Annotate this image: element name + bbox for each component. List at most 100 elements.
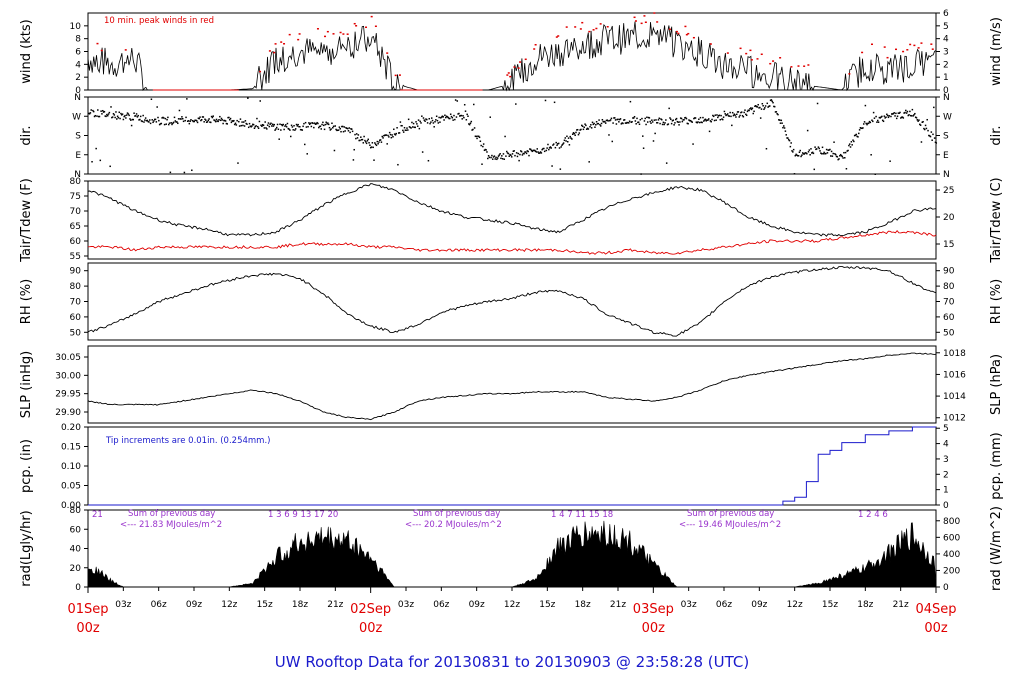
- dir-point: [548, 148, 550, 151]
- dir-point: [196, 120, 198, 122]
- dir-point: [99, 159, 102, 162]
- dir-point: [712, 114, 714, 117]
- dir-point: [222, 122, 224, 125]
- dir-point: [162, 116, 164, 119]
- dir-point: [643, 120, 646, 122]
- dir-point: [312, 122, 314, 125]
- dir-point: [403, 126, 406, 129]
- dir-point: [719, 118, 722, 121]
- dir-point: [881, 119, 884, 122]
- dir-point: [620, 123, 623, 125]
- wind-peak-point: [595, 27, 598, 30]
- dir-point: [416, 123, 418, 125]
- dir-point: [774, 111, 777, 113]
- dir-point: [156, 106, 158, 108]
- dir-point: [464, 110, 467, 112]
- dir-point: [852, 139, 854, 141]
- dir-point: [825, 148, 828, 151]
- dir-point: [451, 117, 454, 119]
- dir-point: [398, 132, 401, 134]
- dir-point: [215, 118, 218, 121]
- dir-point: [188, 122, 191, 125]
- dir-point: [887, 116, 890, 119]
- dir-point: [107, 113, 110, 115]
- dir-point: [137, 114, 139, 117]
- pcp-in-label: 0.05: [61, 482, 81, 492]
- dir-point: [264, 121, 266, 123]
- dir-point: [676, 120, 679, 123]
- pcp-mm-label: 1: [943, 486, 949, 496]
- dir-point: [576, 129, 578, 131]
- dir-point: [275, 126, 278, 129]
- dir-point: [891, 113, 894, 115]
- dir-point: [810, 148, 812, 150]
- dir-point: [514, 154, 516, 157]
- dir-point: [860, 127, 863, 129]
- rh-right-label: 50: [943, 328, 955, 338]
- dir-point: [876, 119, 879, 122]
- dir-point: [492, 156, 495, 158]
- wind-ms-label: 1: [943, 73, 949, 83]
- rh-left-label: 80: [70, 282, 82, 292]
- x-hour-label: 09z: [469, 600, 485, 610]
- dir-point: [119, 117, 121, 120]
- dir-point: [644, 117, 646, 120]
- dir-point: [895, 117, 898, 120]
- dir-point: [789, 145, 792, 148]
- wind-peak-point: [533, 48, 536, 50]
- dir-point: [474, 135, 477, 138]
- dir-point: [106, 114, 109, 117]
- dir-point: [772, 101, 774, 104]
- dir-point: [689, 119, 691, 122]
- dir-point: [405, 129, 407, 132]
- dir-point: [146, 119, 149, 122]
- dir-point: [253, 127, 256, 129]
- dir-point: [111, 116, 114, 118]
- dir-point: [130, 119, 132, 121]
- dir-point: [627, 122, 629, 124]
- slp-inhg-label: 30.05: [55, 353, 81, 363]
- dir-point: [580, 128, 582, 131]
- dir-point: [566, 135, 568, 138]
- wind-kts-label: 2: [75, 73, 81, 83]
- dir-point: [859, 127, 862, 129]
- wind-peak-point: [579, 28, 582, 30]
- dir-point: [680, 117, 683, 120]
- dir-point: [828, 149, 830, 151]
- dir-point: [917, 120, 919, 122]
- wind-peak-point: [355, 25, 358, 27]
- dir-point: [692, 143, 694, 145]
- dir-point: [192, 120, 195, 123]
- dir-point: [267, 122, 270, 124]
- dir-point: [900, 117, 902, 119]
- dir-point: [366, 140, 369, 142]
- wind-peak-point: [353, 22, 356, 25]
- dir-point: [626, 121, 628, 124]
- x-day-hour-3: 00z: [924, 621, 948, 636]
- dir-point: [536, 148, 538, 150]
- dir-point: [515, 152, 518, 154]
- wind-peak-point: [870, 43, 873, 46]
- dir-point: [127, 113, 130, 115]
- dir-point: [728, 115, 731, 117]
- dir-point: [872, 120, 874, 123]
- dir-point: [505, 155, 507, 157]
- dir-point: [367, 138, 369, 141]
- dir-point: [294, 129, 296, 131]
- dir-point: [525, 152, 528, 155]
- dir-point: [205, 119, 207, 121]
- dir-point: [864, 104, 867, 107]
- dir-point: [263, 127, 266, 129]
- dir-point: [397, 132, 400, 134]
- wind-peak-point: [365, 26, 368, 29]
- dir-point: [247, 97, 249, 99]
- dir-point: [896, 115, 899, 117]
- dir-point: [510, 156, 513, 158]
- dir-point: [298, 125, 300, 128]
- dir-point: [211, 116, 214, 119]
- x-hour-label: 15z: [822, 600, 838, 610]
- dir-point: [477, 135, 480, 138]
- dir-point: [565, 140, 567, 142]
- dir-point: [241, 121, 243, 123]
- x-day-hour-1: 00z: [359, 621, 383, 636]
